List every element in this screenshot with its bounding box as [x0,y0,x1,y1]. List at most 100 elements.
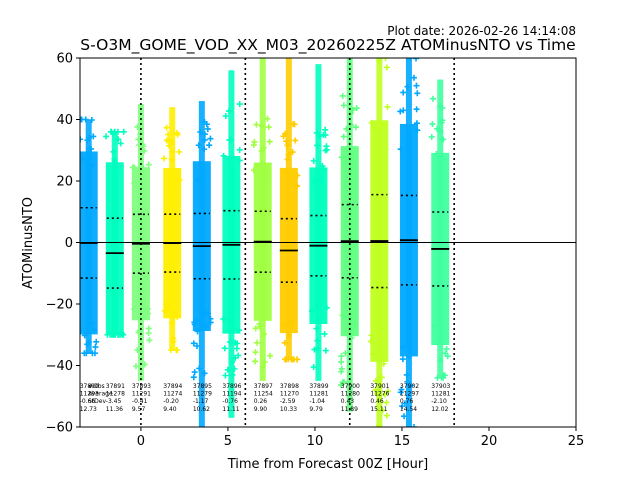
outlier-point [368,332,375,339]
outlier-point [315,316,322,323]
outlier-point [284,156,291,163]
data-bin-9 [337,58,360,412]
stat-value: 12.73 [80,406,97,413]
outlier-point [259,363,266,370]
stat-value: 11297 [400,391,419,398]
outlier-point [202,324,209,331]
outlier-point [136,327,143,334]
outlier-point [338,358,345,365]
outlier-point [383,399,390,406]
data-bin-5 [220,70,243,418]
stat-value: 11281 [309,391,328,398]
outlier-point [227,326,234,333]
outlier-point [342,350,349,357]
outlier-point [322,147,329,154]
outlier-point [207,135,214,142]
stat-value: 37902 [400,383,419,390]
outlier-point [90,133,97,140]
outlier-point [410,424,417,427]
x-tick-label: 15 [394,434,411,449]
outlier-point [438,374,445,381]
y-tick-label: 60 [56,52,73,67]
outlier-point [172,180,179,187]
stat-block-5: 37896 11194 -0.76 11.11 [222,383,241,413]
stat-value: 37900 [341,383,360,390]
outlier-point [285,332,292,339]
outlier-point [413,120,420,127]
outlier-point [225,317,232,324]
outlier-point [400,107,407,114]
outlier-point [281,168,288,175]
stat-value: 12.02 [431,406,448,413]
outlier-point [314,337,321,344]
outlier-point [117,140,124,147]
stat-value: 37898 [280,383,299,390]
stat-value: 0.26 [254,398,268,405]
outlier-point [229,371,236,378]
outlier-point [280,133,287,140]
data-bin-10 [367,58,391,427]
stat-value: -2.10 [431,398,447,405]
stat-value: 10.33 [280,406,297,413]
outlier-point [439,104,446,111]
outlier-point [134,347,141,354]
outlier-point [201,136,208,143]
outlier-point [339,312,346,319]
stat-value: 37890 [80,383,99,390]
outlier-point [232,354,239,361]
stat-value: 9.40 [163,406,177,413]
outlier-point [174,347,181,354]
outlier-point [370,351,377,358]
data-bin-3 [161,107,183,354]
outlier-point [347,121,354,128]
outlier-point [91,327,98,334]
outlier-point [353,105,360,112]
outlier-point [338,154,345,161]
outlier-point [141,361,148,368]
bin-tail [285,58,292,360]
outlier-point [165,136,172,143]
outlier-point [266,138,273,145]
stat-value: 37891 [106,383,125,390]
stat-value: 37899 [309,383,328,390]
data-bin-1 [103,128,127,338]
outlier-point [235,327,242,334]
outlier-point [205,310,212,317]
outlier-point [261,330,268,337]
bin-tail [315,64,322,381]
stat-value: -1.04 [309,398,325,405]
outlier-point [165,131,172,138]
stat-value: 37895 [193,383,212,390]
outlier-point [261,176,268,183]
outlier-point [140,143,147,150]
outlier-point [260,168,267,175]
outlier-point [165,142,172,149]
stat-block-10: 37901 11276 0.46 15.11 [370,383,389,413]
plot-date: Plot date: 2026-02-26 14:14:08 [387,24,576,38]
data-bin-12 [428,79,451,381]
stat-block-2: 37893 11291 -0.41 9.57 [132,383,151,413]
outlier-point [91,350,98,357]
stat-value: 14.54 [400,406,417,413]
outlier-point [321,330,328,337]
chart-title: S-O3M_GOME_VOD_XX_M03_20260225Z ATOMinus… [80,36,575,55]
outlier-point [383,64,390,71]
outlier-point [340,102,347,109]
y-tick-label: −40 [46,359,73,374]
outlier-point [168,156,175,163]
outlier-point [430,95,437,102]
outlier-point [375,422,382,427]
outlier-point [221,345,228,352]
outlier-point [168,347,175,354]
stat-value: 11254 [254,391,273,398]
outlier-point [294,172,301,179]
stat-value: 11293 [80,391,99,398]
stat-value: -2.59 [280,398,296,405]
stat-value: 9.79 [309,406,323,413]
outlier-point [294,356,301,363]
outlier-point [379,407,386,414]
outlier-point [280,322,287,328]
outlier-point [310,364,317,371]
outlier-point [201,370,208,377]
